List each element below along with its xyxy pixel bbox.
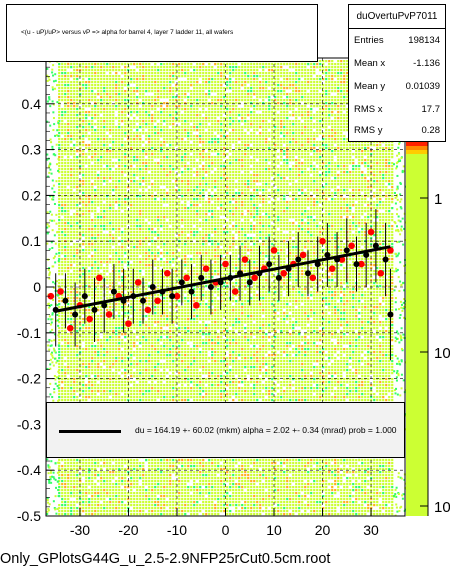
black-point-25 (295, 256, 302, 263)
red-point-10 (144, 306, 152, 314)
fit-legend-text: du = 164.19 +- 60.02 (mkm) alpha = 2.02 … (135, 425, 397, 435)
palette-stripe-1 (406, 146, 428, 150)
black-point-9 (140, 297, 147, 304)
red-point-19 (231, 288, 239, 295)
chart-title-box: <(u - uP)/uP> versus vP => alpha for bar… (6, 4, 318, 62)
black-point-2 (72, 311, 79, 318)
y-tick-label-5: 0 (33, 279, 41, 295)
y-tick-label-4: -0.1 (17, 325, 41, 341)
fit-legend-line (59, 430, 121, 433)
red-point-23 (270, 247, 278, 254)
y-tick-label-7: 0.2 (22, 187, 42, 203)
stats-row-rms-x: RMS x 17.7 (354, 104, 440, 115)
red-point-15 (193, 302, 200, 309)
red-point-32 (358, 260, 365, 268)
y-tick-label-2: -0.3 (17, 416, 41, 432)
red-point-4 (86, 315, 93, 323)
red-point-21 (251, 274, 258, 282)
red-point-9 (134, 279, 142, 286)
chart-title: <(u - uP)/uP> versus vP => alpha for bar… (21, 29, 234, 36)
red-point-1 (57, 288, 64, 295)
fit-legend-box: du = 164.19 +- 60.02 (mkm) alpha = 2.02 … (46, 402, 405, 458)
red-point-27 (309, 274, 317, 282)
black-point-22 (266, 261, 273, 268)
stats-row-mean-y: Mean y 0.01039 (354, 81, 440, 92)
stats-box: duOvertuPvP7011 Entries 198134 Mean x -1… (348, 4, 446, 142)
y-tick-label-0: -0.5 (17, 508, 41, 524)
y-tick-label-9: 0.4 (22, 96, 42, 112)
x-tick-label-4: 10 (266, 522, 282, 538)
red-point-20 (241, 256, 249, 263)
x-tick-label-2: -10 (167, 522, 187, 538)
red-point-29 (328, 265, 336, 272)
red-point-26 (299, 251, 307, 259)
black-point-1 (62, 297, 69, 304)
z-tick-label-1: 10 (434, 345, 450, 362)
red-point-33 (367, 228, 375, 236)
red-point-35 (387, 247, 394, 254)
z-tick-label-0: 1 (434, 191, 442, 208)
black-point-34 (382, 256, 389, 263)
palette-stripe-0 (406, 142, 428, 146)
black-point-26 (304, 270, 311, 277)
black-point-20 (246, 279, 253, 286)
x-tick-label-0: -30 (70, 522, 90, 538)
black-point-32 (363, 251, 370, 258)
black-point-15 (198, 274, 205, 281)
red-point-14 (183, 274, 190, 282)
z-tick-label-2: 10 (434, 499, 450, 516)
black-point-4 (91, 306, 98, 313)
x-tick-label-3: 0 (222, 522, 230, 538)
black-point-30 (343, 247, 350, 254)
red-point-18 (222, 260, 229, 268)
x-tick-label-1: -20 (118, 522, 138, 538)
black-point-27 (314, 261, 321, 268)
y-tick-label-6: 0.1 (22, 233, 42, 249)
red-point-28 (319, 237, 326, 245)
stats-row-rms-y: RMS y 0.28 (354, 125, 440, 136)
black-point-10 (149, 284, 156, 290)
x-tick-label-6: 30 (363, 522, 379, 538)
red-point-6 (105, 311, 113, 318)
red-point-13 (173, 292, 181, 300)
stats-row-entries: Entries 198134 (354, 35, 440, 46)
black-point-31 (353, 261, 360, 268)
black-point-35 (387, 311, 394, 318)
y-tick-label-1: -0.4 (17, 462, 41, 478)
red-point-2 (66, 324, 74, 332)
black-point-33 (372, 242, 379, 249)
black-point-13 (178, 279, 185, 286)
palette-stripe-2 (406, 150, 428, 154)
file-name-label: Only_GPlotsG44G_u_2.5-2.9NFP25rCut0.5cm.… (0, 551, 331, 567)
red-point-12 (163, 269, 171, 277)
black-point-3 (81, 293, 88, 300)
black-point-6 (110, 288, 117, 295)
red-point-8 (125, 320, 132, 327)
palette-band (406, 154, 428, 516)
black-point-28 (324, 251, 331, 258)
black-point-16 (207, 284, 214, 290)
y-tick-label-8: 0.3 (22, 142, 42, 158)
fit-line (55, 245, 391, 313)
red-point-34 (377, 269, 385, 277)
red-point-5 (96, 274, 103, 282)
y-tick-label-3: -0.2 (17, 371, 41, 387)
black-point-12 (169, 293, 176, 300)
x-tick-label-5: 20 (315, 522, 331, 538)
black-point-23 (275, 274, 282, 281)
red-point-0 (47, 292, 55, 300)
red-point-31 (348, 242, 355, 250)
red-point-24 (280, 269, 288, 277)
black-point-14 (188, 288, 195, 295)
black-point-5 (101, 302, 108, 309)
red-point-11 (154, 297, 161, 305)
red-point-16 (202, 265, 210, 272)
stats-row-mean-x: Mean x -1.136 (354, 58, 440, 69)
stats-name: duOvertuPvP7011 (349, 5, 445, 29)
